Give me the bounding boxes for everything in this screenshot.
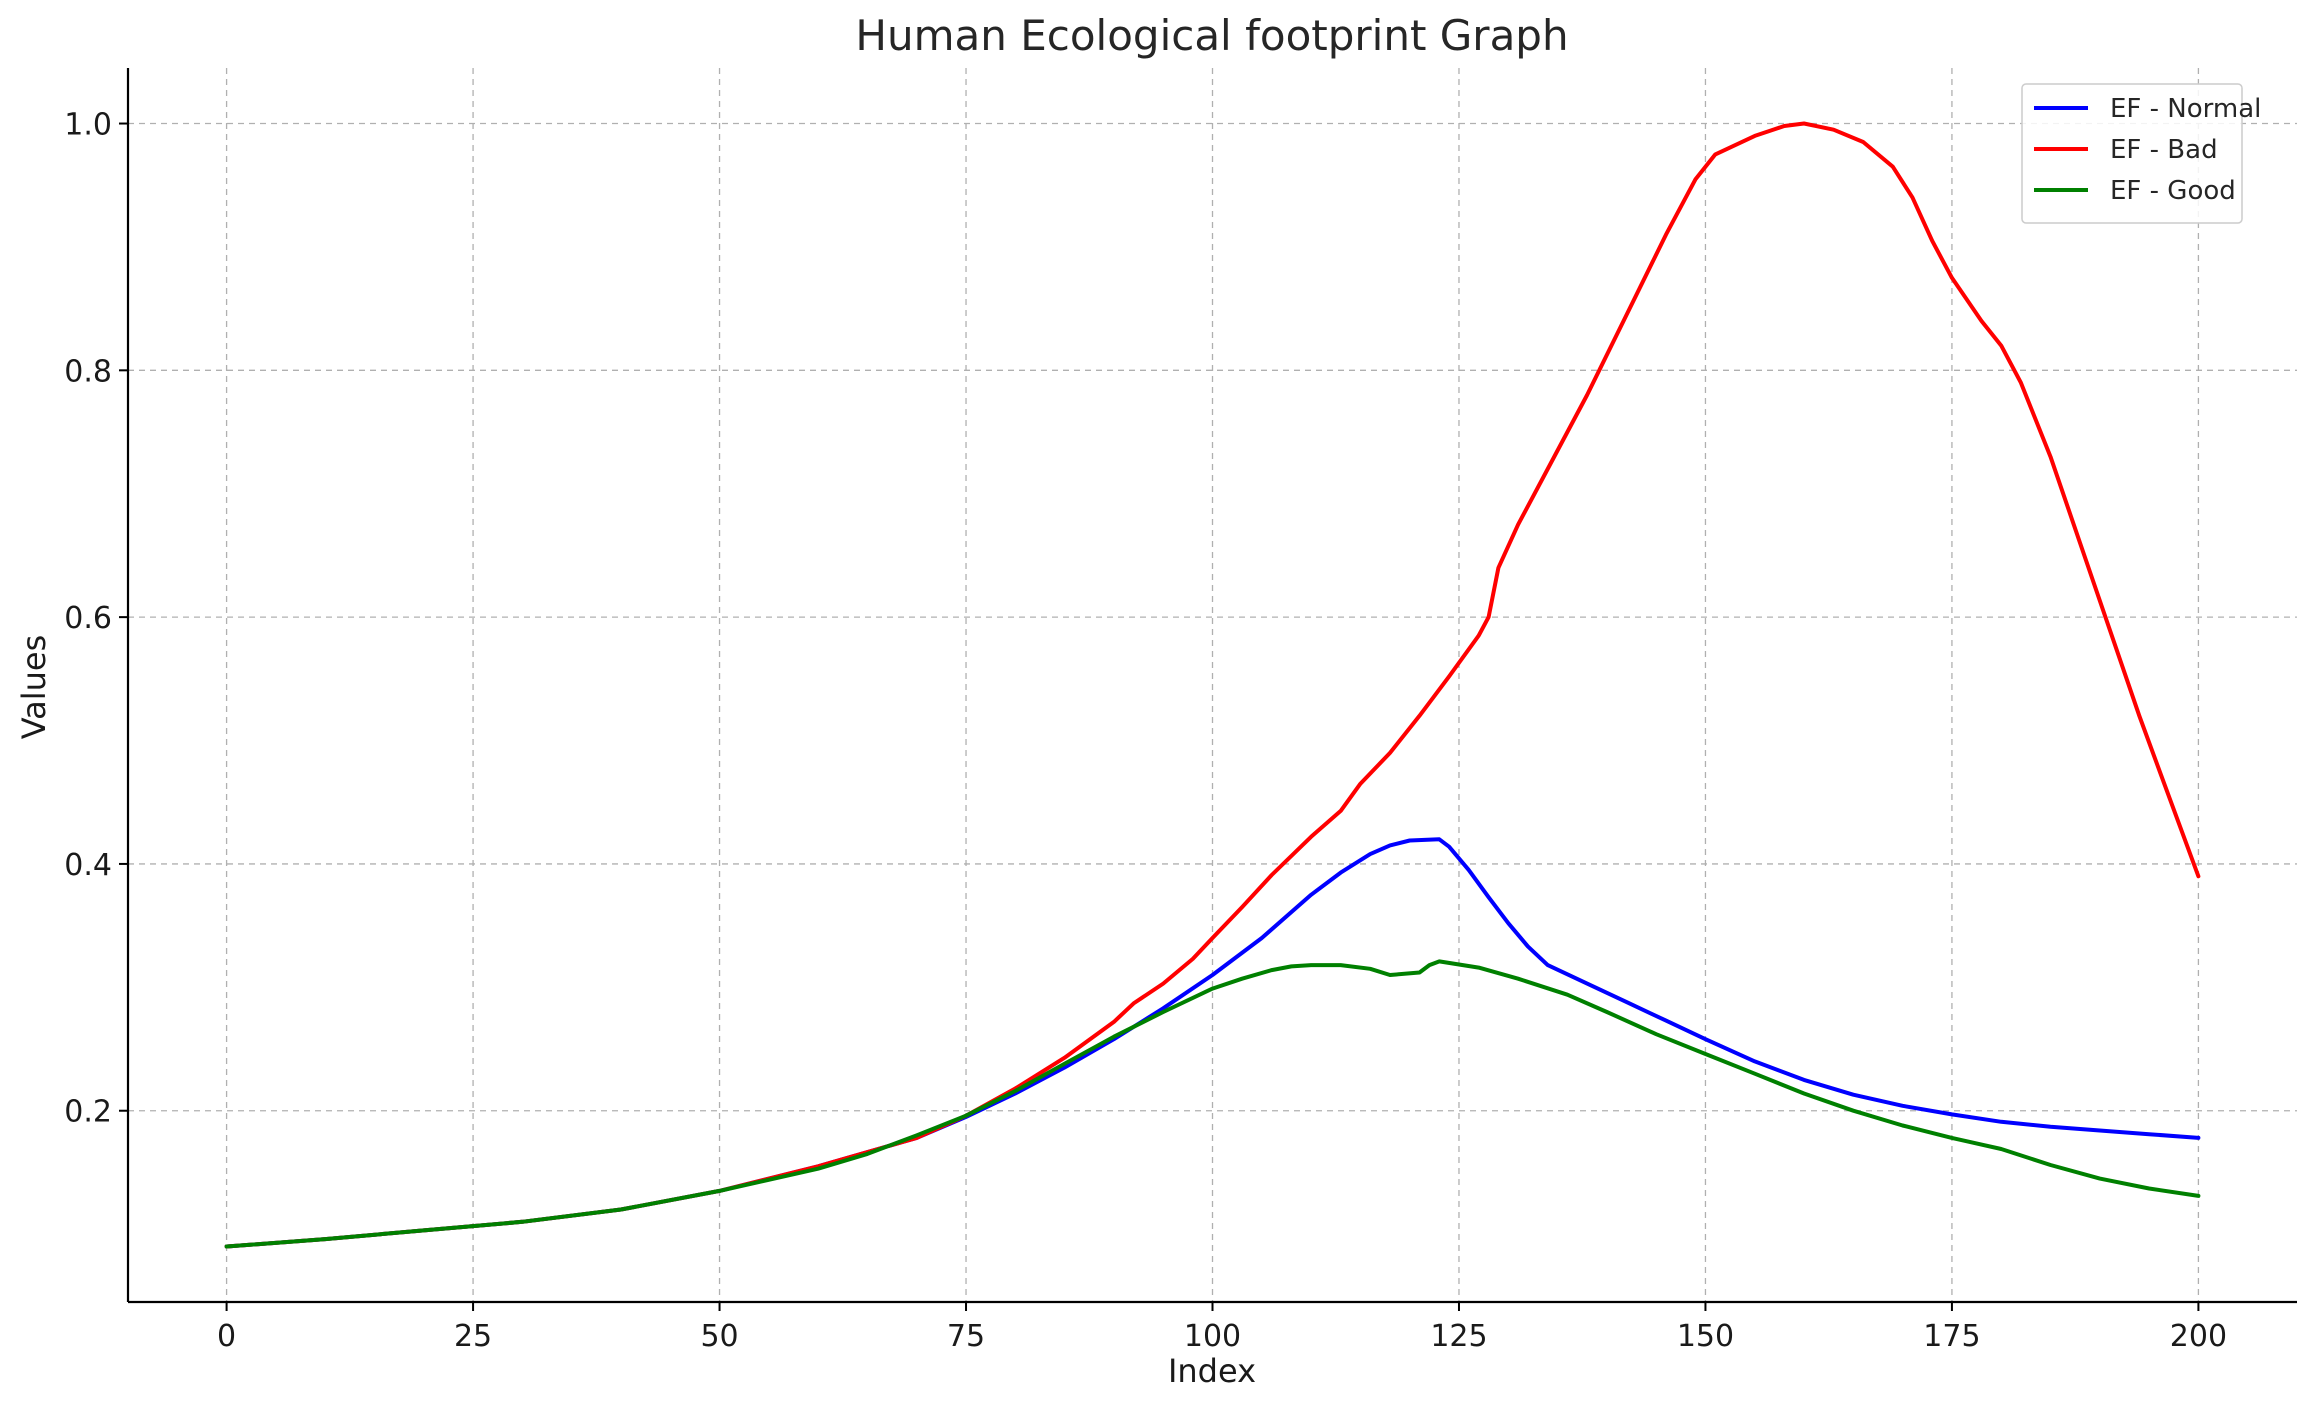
chart-title: Human Ecological footprint Graph [855, 11, 1568, 60]
legend: EF - Normal EF - Bad EF - Good [2021, 83, 2261, 224]
y-tick-label: 0.4 [64, 848, 112, 883]
y-tick-label: 1.0 [64, 108, 112, 143]
x-tick-label: 150 [1677, 1319, 1734, 1354]
x-tick-label: 0 [217, 1319, 236, 1354]
x-tick-label: 125 [1430, 1319, 1487, 1354]
x-axis-ticks: 0 25 50 75 100 125 150 175 200 [217, 1302, 2227, 1354]
legend-label: EF - Bad [2110, 135, 2218, 165]
x-tick-label: 175 [1923, 1319, 1980, 1354]
y-axis-ticks: 0.2 0.4 0.6 0.8 1.0 [64, 108, 128, 1130]
legend-label: EF - Good [2110, 176, 2236, 206]
x-tick-label: 50 [700, 1319, 738, 1354]
x-tick-label: 75 [947, 1319, 985, 1354]
x-axis-label: Index [1168, 1352, 1256, 1390]
x-tick-label: 200 [2170, 1319, 2227, 1354]
y-tick-label: 0.2 [64, 1095, 112, 1130]
y-axis-label: Values [15, 635, 53, 740]
x-tick-label: 100 [1184, 1319, 1241, 1354]
series-line-ef-good [224, 959, 2201, 1249]
series-layer [224, 121, 2201, 1249]
y-tick-label: 0.8 [64, 354, 112, 389]
x-tick-label: 25 [454, 1319, 492, 1354]
y-tick-label: 0.6 [64, 601, 112, 636]
legend-label: EF - Normal [2110, 94, 2261, 124]
